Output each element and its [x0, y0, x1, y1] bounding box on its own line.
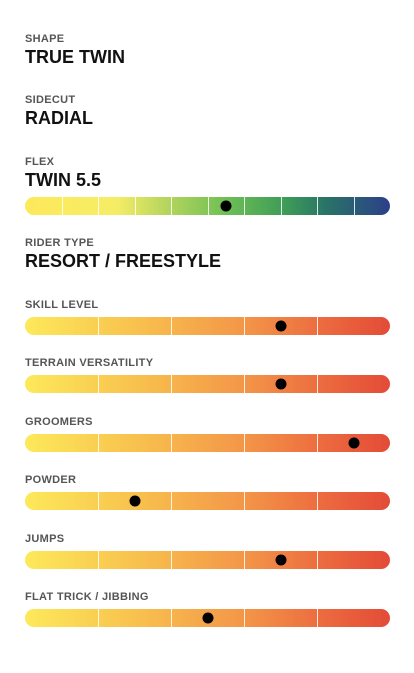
rating-label: SKILL LEVEL — [25, 299, 99, 311]
rating-bar — [25, 434, 390, 452]
spec-rider-type: RIDER TYPE RESORT / FREESTYLE — [25, 237, 390, 271]
rating-bar — [25, 317, 390, 335]
flex-rating-bar — [25, 197, 390, 215]
spec-shape-value: TRUE TWIN — [25, 47, 125, 67]
rating-label: JUMPS — [25, 533, 65, 545]
bar-segment-divider — [207, 197, 209, 215]
bar-segment-divider — [171, 492, 172, 510]
rating-label: POWDER — [25, 474, 77, 486]
spec-sidecut-value: RADIAL — [25, 108, 93, 128]
bar-segment-divider — [98, 434, 99, 452]
bar-segment-divider — [171, 609, 172, 627]
spec-flex-value: TWIN 5.5 — [25, 170, 102, 190]
rating-flat-trick-jibbing: FLAT TRICK / JIBBING — [25, 591, 390, 631]
rating-bar — [25, 375, 390, 393]
spec-shape-label: SHAPE — [25, 33, 65, 45]
bar-segment-divider — [317, 492, 318, 510]
bar-segment-divider — [171, 197, 172, 215]
rating-marker — [202, 612, 213, 624]
bar-segment-divider — [98, 492, 99, 510]
rating-skill-level: SKILL LEVEL — [25, 299, 390, 339]
rating-bar — [25, 492, 390, 510]
rating-bar — [25, 609, 390, 627]
rating-marker — [275, 554, 286, 566]
rating-marker — [275, 378, 286, 390]
bar-segment-divider — [317, 551, 318, 569]
bar-segment-divider — [244, 197, 245, 215]
bar-segment-divider — [317, 434, 318, 452]
bar-segment-divider — [317, 609, 318, 627]
spec-rider-type-label: RIDER TYPE — [25, 237, 95, 249]
rating-powder: POWDER — [25, 474, 390, 514]
spec-flex: FLEX TWIN 5.5 — [25, 156, 390, 216]
bar-segment-divider — [244, 317, 245, 335]
spec-sidecut: SIDECUT RADIAL — [25, 94, 390, 128]
bar-segment-divider — [280, 197, 282, 215]
flex-rating-marker — [220, 200, 232, 212]
bar-segment-divider — [98, 375, 99, 393]
bar-segment-divider — [244, 434, 245, 452]
bar-segment-divider — [171, 434, 172, 452]
rating-marker — [275, 320, 286, 332]
rating-marker — [348, 437, 359, 449]
rating-label: GROOMERS — [25, 416, 93, 428]
bar-segment-divider — [353, 197, 355, 215]
bar-segment-divider — [98, 609, 99, 627]
bar-segment-divider — [317, 197, 318, 215]
bar-segment-divider — [171, 317, 172, 335]
bar-segment-divider — [134, 197, 136, 215]
bar-segment-divider — [244, 492, 245, 510]
spec-shape: SHAPE TRUE TWIN — [25, 33, 390, 67]
bar-segment-divider — [61, 197, 63, 215]
bar-segment-divider — [171, 375, 172, 393]
bar-segment-divider — [317, 375, 318, 393]
bar-segment-divider — [171, 551, 172, 569]
rating-jumps: JUMPS — [25, 533, 390, 573]
bar-segment-divider — [317, 317, 318, 335]
bar-segment-divider — [98, 317, 99, 335]
rating-label: FLAT TRICK / JIBBING — [25, 591, 149, 603]
bar-segment-divider — [98, 551, 99, 569]
spec-flex-label: FLEX — [25, 156, 55, 168]
bar-segment-divider — [98, 197, 99, 215]
rating-marker — [129, 495, 140, 507]
bar-segment-divider — [244, 551, 245, 569]
bar-segment-divider — [244, 375, 245, 393]
bar-segment-divider — [244, 609, 245, 627]
rating-terrain-versatility: TERRAIN VERSATILITY — [25, 357, 390, 397]
spec-sidecut-label: SIDECUT — [25, 94, 76, 106]
rating-bar — [25, 551, 390, 569]
spec-rider-type-value: RESORT / FREESTYLE — [25, 251, 222, 271]
rating-label: TERRAIN VERSATILITY — [25, 357, 154, 369]
rating-groomers: GROOMERS — [25, 416, 390, 456]
